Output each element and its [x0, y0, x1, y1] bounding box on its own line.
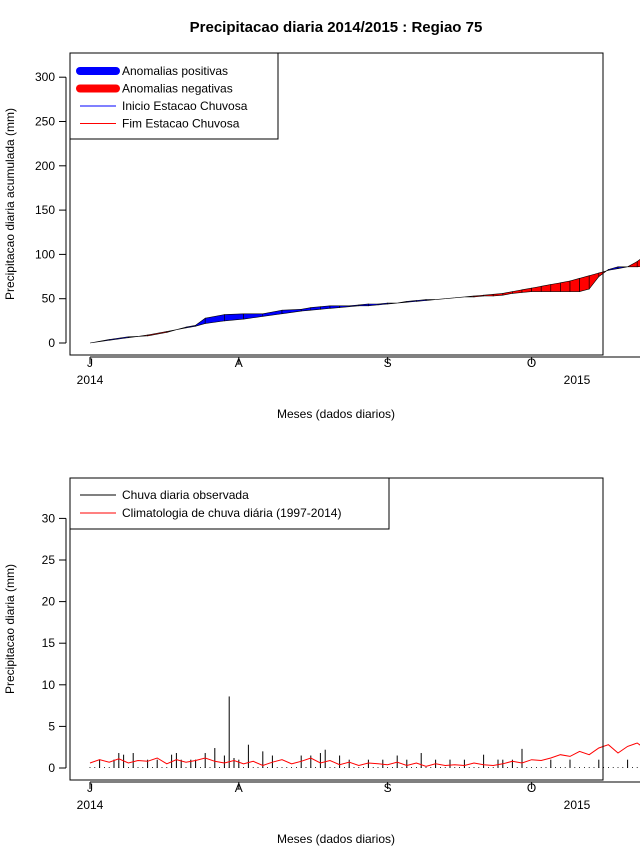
year-label-end: 2015: [564, 373, 591, 387]
anomaly-negative-segment: [588, 272, 600, 290]
anomaly-negative-segment: [137, 334, 148, 337]
anomaly-positive-segment: [195, 317, 206, 327]
anomaly-positive-segment: [348, 304, 360, 308]
top-x-axis-label: Meses (dados diarios): [277, 407, 395, 421]
top-cumulative-areas: [89, 259, 640, 344]
y-tick-label: 5: [48, 719, 55, 733]
anomaly-positive-segment: [617, 266, 628, 269]
y-tick-label: 150: [35, 203, 55, 217]
anomaly-positive-segment: [329, 305, 340, 309]
anomaly-positive-segment: [406, 300, 417, 303]
y-tick-label: 300: [35, 70, 55, 84]
anomaly-positive-segment: [339, 305, 350, 308]
year-label-end: 2015: [564, 798, 591, 812]
anomaly-negative-segment: [483, 293, 494, 297]
anomaly-negative-segment: [579, 275, 590, 292]
y-tick-label: 200: [35, 159, 55, 173]
anomaly-positive-segment: [128, 336, 139, 339]
top-plot-frame: [69, 52, 604, 356]
anomaly-positive-segment: [435, 298, 446, 300]
bottom-y-axis-label: Precipitacao diaria (mm): [3, 564, 17, 694]
anomaly-positive-segment: [397, 301, 408, 304]
anomaly-positive-segment: [108, 336, 129, 341]
y-tick-label: 50: [42, 292, 56, 306]
anomaly-positive-segment: [425, 299, 436, 301]
anomaly-positive-segment: [281, 308, 302, 315]
bottom-daily-bars: [89, 696, 638, 768]
legend-label: Fim Estacao Chuvosa: [122, 117, 240, 131]
y-tick-label: 10: [42, 678, 56, 692]
bottom-climatology-line: [89, 742, 640, 767]
anomaly-negative-segment: [147, 331, 168, 337]
anomaly-positive-segment: [445, 297, 455, 299]
top-chart-title: Precipitacao diaria 2014/2015 : Regiao 7…: [190, 19, 483, 36]
anomaly-positive-segment: [387, 302, 398, 305]
anomaly-positive-segment: [185, 324, 196, 329]
anomaly-positive-segment: [608, 266, 619, 271]
anomaly-positive-segment: [310, 306, 321, 311]
top-axes: 050100150200250300JASONDJ20142015: [35, 70, 640, 387]
month-tick-label: A: [235, 781, 243, 795]
anomaly-negative-segment: [550, 282, 561, 292]
anomaly-negative-segment: [473, 294, 484, 298]
month-tick-label: O: [527, 356, 536, 370]
anomaly-positive-segment: [176, 326, 187, 330]
y-tick-label: 250: [35, 115, 55, 129]
anomaly-positive-segment: [454, 296, 465, 299]
y-tick-label: 0: [48, 336, 55, 350]
month-tick-label: A: [235, 356, 243, 370]
month-tick-label: J: [87, 356, 93, 370]
month-tick-label: J: [87, 781, 93, 795]
anomaly-positive-segment: [224, 313, 244, 322]
legend-label: Anomalias positivas: [122, 64, 228, 78]
y-tick-label: 15: [42, 636, 56, 650]
month-tick-label: O: [527, 781, 536, 795]
y-tick-label: 30: [42, 511, 56, 525]
legend-label: Anomalias negativas: [122, 82, 233, 96]
anomaly-negative-segment: [569, 277, 580, 292]
anomaly-negative-segment: [521, 287, 532, 293]
anomaly-positive-segment: [320, 305, 331, 310]
anomaly-negative-segment: [627, 260, 638, 268]
y-tick-label: 0: [48, 761, 55, 775]
legend-label: Inicio Estacao Chuvosa: [122, 99, 248, 113]
anomaly-negative-segment: [560, 280, 571, 292]
legend-box: [69, 477, 390, 530]
year-label-start: 2014: [77, 798, 104, 812]
anomaly-negative-segment: [531, 285, 542, 292]
year-label-start: 2014: [77, 373, 104, 387]
top-y-axis-label: Precipitacao diaria acumulada (mm): [3, 108, 17, 300]
anomaly-negative-segment: [512, 289, 523, 294]
y-tick-label: 20: [42, 595, 56, 609]
climatology-line: [89, 742, 640, 767]
legend-label: Chuva diaria observada: [122, 488, 249, 502]
y-tick-label: 100: [35, 247, 55, 261]
anomaly-positive-segment: [89, 339, 110, 344]
anomaly-negative-segment: [636, 259, 640, 268]
bottom-x-axis-label: Meses (dados diarios): [277, 832, 395, 846]
anomaly-negative-segment: [464, 295, 475, 298]
anomaly-negative-segment: [502, 291, 513, 296]
anomaly-negative-segment: [492, 293, 504, 297]
anomaly-positive-segment: [204, 314, 225, 324]
anomaly-negative-segment: [540, 284, 552, 292]
top-legend: Anomalias positivas Anomalias negativas In…: [69, 52, 279, 140]
anomaly-positive-segment: [416, 299, 427, 302]
month-tick-label: S: [384, 356, 392, 370]
anomaly-positive-segment: [243, 313, 264, 320]
bottom-legend: Chuva diaria observada Climatologia de ch…: [69, 477, 390, 530]
anomaly-positive-segment: [262, 309, 283, 317]
anomaly-positive-segment: [368, 303, 379, 307]
month-tick-label: S: [384, 781, 392, 795]
anomaly-positive-segment: [358, 303, 369, 307]
legend-label: Climatologia de chuva diária (1997-2014): [122, 506, 341, 520]
bottom-axes: 051015202530JASONDJ20142015: [42, 511, 640, 812]
anomaly-positive-segment: [300, 307, 312, 312]
y-tick-label: 25: [42, 553, 56, 567]
anomaly-positive-segment: [377, 302, 388, 306]
anomaly-negative-segment: [166, 329, 177, 333]
